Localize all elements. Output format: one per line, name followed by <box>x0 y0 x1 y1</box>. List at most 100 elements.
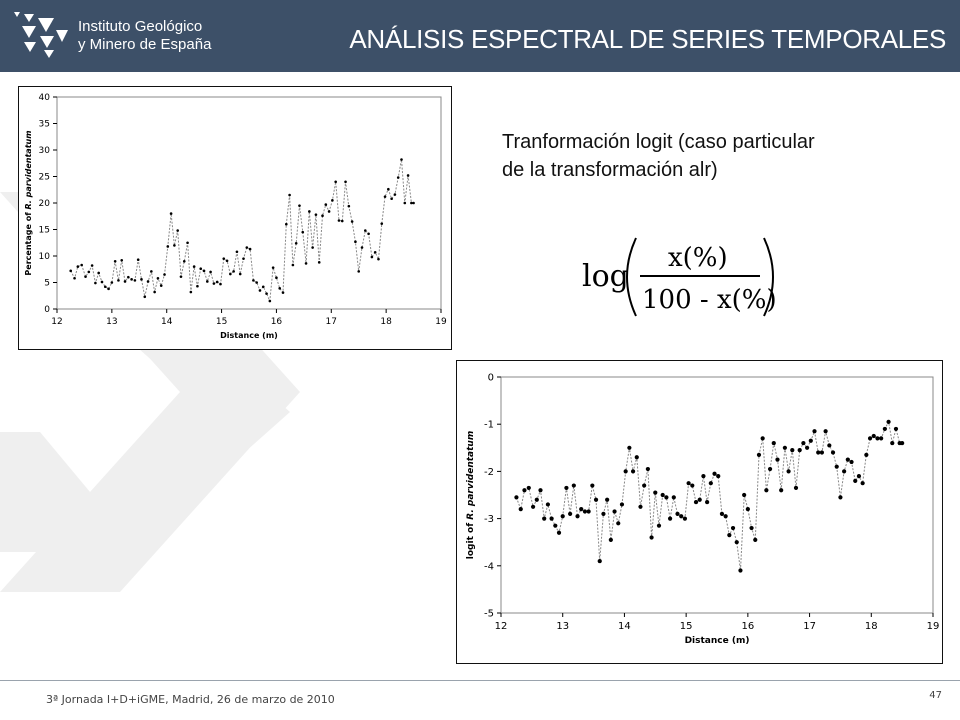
data-point <box>219 282 222 286</box>
data-point <box>568 511 573 516</box>
data-point <box>334 180 337 184</box>
y-tick-label: -4 <box>484 561 494 572</box>
data-point <box>153 290 156 294</box>
y-axis-label: logit of R. parvidentatum <box>466 431 476 559</box>
data-point <box>252 279 255 282</box>
formula-denominator: 100 - x(%) <box>642 285 777 315</box>
data-point <box>682 516 688 521</box>
formula-log: log <box>582 259 629 294</box>
data-point <box>406 174 410 177</box>
x-tick-label: 14 <box>618 621 631 632</box>
data-point <box>242 257 245 260</box>
data-point <box>354 240 357 243</box>
data-point <box>690 483 695 488</box>
data-point <box>608 537 613 542</box>
y-tick-label: 20 <box>39 199 51 209</box>
data-point <box>549 516 554 521</box>
data-point <box>117 279 120 282</box>
igme-logo-icon <box>14 12 68 58</box>
data-point <box>697 497 702 502</box>
data-point <box>900 440 905 446</box>
x-axis-label: Distance (m) <box>220 331 278 340</box>
footer-divider <box>0 680 960 681</box>
data-point <box>215 280 219 284</box>
data-point <box>590 483 595 488</box>
data-point <box>278 287 282 290</box>
x-tick-label: 12 <box>495 621 508 632</box>
data-point <box>304 262 308 265</box>
data-point <box>314 213 318 216</box>
data-point <box>80 263 83 267</box>
data-point <box>120 258 124 262</box>
header-bar: Instituto Geológico y Minero de España A… <box>0 0 960 72</box>
data-point <box>723 514 728 519</box>
data-point <box>764 488 769 493</box>
x-tick-label: 19 <box>927 621 940 632</box>
y-tick-label: 10 <box>39 252 51 262</box>
data-point <box>782 445 787 450</box>
data-point <box>255 281 258 284</box>
data-point <box>311 246 314 249</box>
y-tick-label: -1 <box>484 420 494 431</box>
data-point <box>268 299 272 303</box>
data-point <box>534 497 539 502</box>
data-point <box>370 255 374 259</box>
data-point <box>708 481 713 486</box>
y-axis-label-species: R. parvidentatum <box>24 130 33 209</box>
data-point <box>797 448 802 453</box>
data-point <box>245 246 249 249</box>
data-point <box>886 419 891 424</box>
data-point <box>176 229 179 232</box>
data-point <box>867 436 873 441</box>
data-point <box>84 275 87 278</box>
explanation-line-1: Tranformación logit (caso particular <box>502 131 815 153</box>
logit-chart: 12 13 14 15 16 17 18 19 0 -1 -2 -3 -4 -5 Distance (m) l… <box>456 360 943 664</box>
data-point <box>745 507 750 512</box>
data-point <box>196 284 199 288</box>
data-point <box>212 282 216 285</box>
percentage-chart-svg: 12 13 14 15 16 17 18 19 0 5 10 15 20 25 30 35 40 Distance… <box>24 93 447 340</box>
data-point <box>90 264 94 267</box>
data-point <box>642 483 647 488</box>
data-point <box>664 495 669 500</box>
x-tick-label: 12 <box>51 317 62 327</box>
data-point <box>150 270 153 273</box>
plot-area <box>56 96 442 310</box>
data-point <box>719 511 725 516</box>
data-point <box>373 250 377 254</box>
data-point <box>738 568 743 573</box>
data-point <box>634 455 639 460</box>
series-line <box>515 420 903 571</box>
data-point <box>76 265 80 268</box>
data-point <box>265 292 268 295</box>
data-point <box>842 469 847 474</box>
data-point <box>686 481 691 486</box>
data-point <box>140 278 143 281</box>
data-point <box>97 271 100 275</box>
explanation-line-2: de la transformación alr) <box>502 159 718 181</box>
data-point <box>410 201 413 205</box>
data-point <box>830 450 836 455</box>
data-point <box>94 281 97 285</box>
data-point <box>645 466 650 472</box>
data-point <box>712 471 717 476</box>
data-point <box>605 497 610 502</box>
data-point <box>579 507 584 512</box>
data-point <box>612 509 617 514</box>
data-point <box>786 469 791 474</box>
y-tick-label: -5 <box>484 609 494 620</box>
y-tick-label: 30 <box>39 146 51 156</box>
data-point <box>127 275 130 279</box>
data-point <box>73 276 76 280</box>
data-point <box>526 485 531 491</box>
data-point <box>301 230 305 234</box>
data-point <box>324 203 328 206</box>
formula-numerator: x(%) <box>668 243 728 273</box>
data-point <box>275 276 278 280</box>
data-point <box>771 440 776 446</box>
data-point <box>693 499 699 505</box>
data-point <box>110 281 114 284</box>
data-point <box>202 269 206 273</box>
data-point <box>163 273 166 276</box>
data-point <box>793 485 799 491</box>
